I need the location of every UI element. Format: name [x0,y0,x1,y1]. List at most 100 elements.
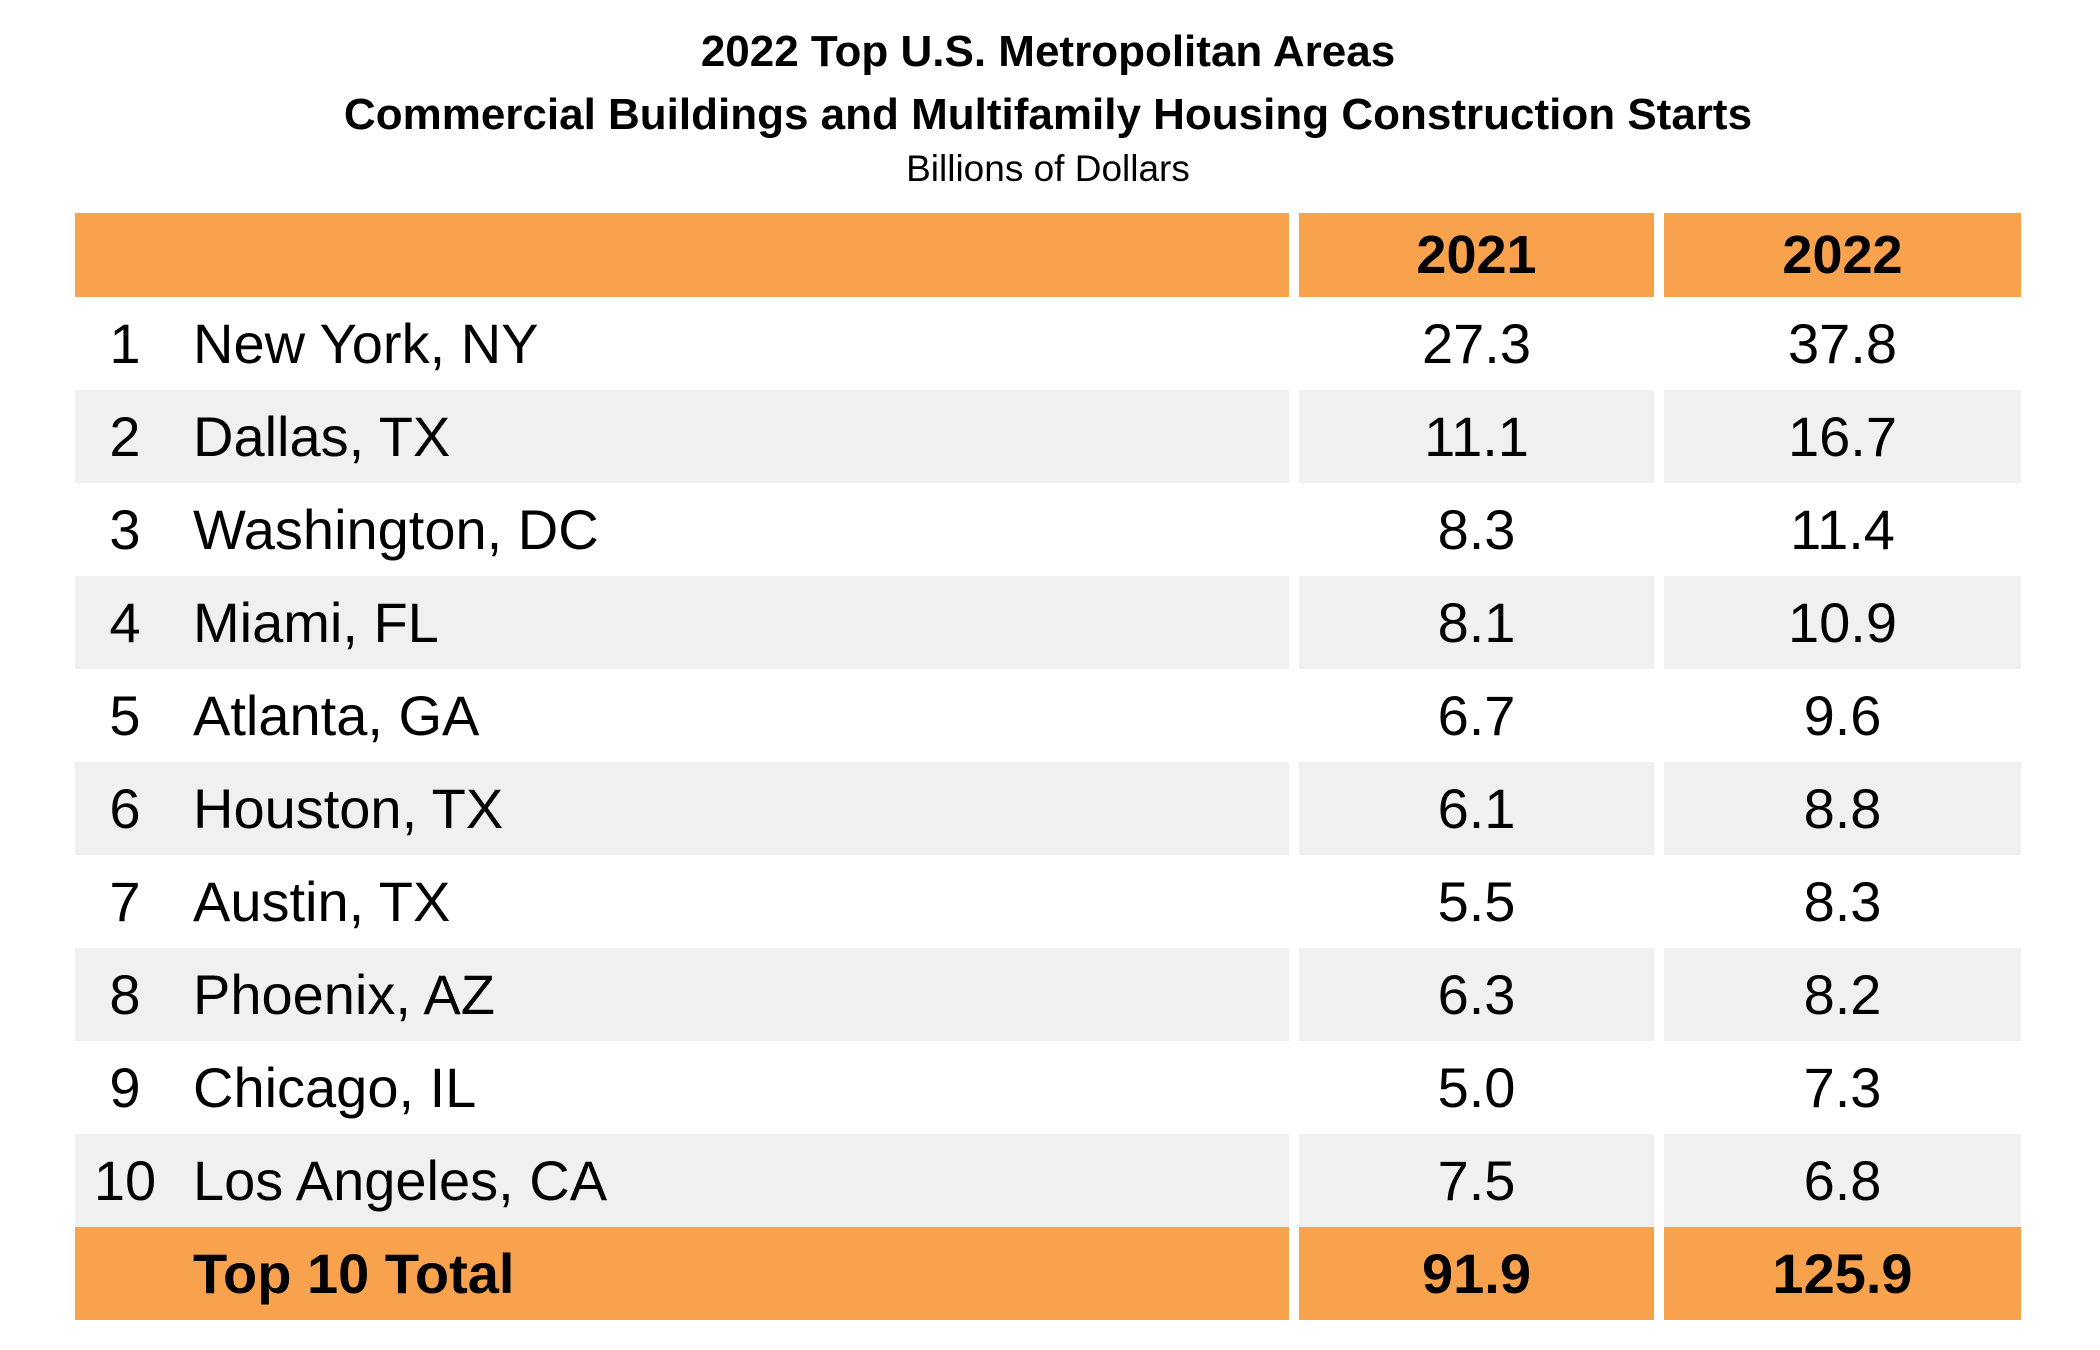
value-2021: 6.3 [1299,948,1654,1041]
value-2022: 8.2 [1664,948,2021,1041]
header-2022-cell: 2022 [1664,213,2021,297]
column-gap [1654,1041,1664,1134]
column-gap [1654,576,1664,669]
column-gap [1654,669,1664,762]
column-header-2021: 2021 [1416,225,1537,285]
column-gap [1654,483,1664,576]
column-gap [1289,855,1299,948]
value-2021: 5.0 [1299,1041,1654,1134]
header-metro-cell [75,213,1289,297]
metro-area-name: Miami, FL [193,591,439,654]
table-row: 7 Austin, TX 5.5 8.3 [75,855,2021,948]
column-gap [1289,948,1299,1041]
value-2022: 11.4 [1664,483,2021,576]
metro-area-name: Austin, TX [193,870,451,933]
table-row: 9 Chicago, IL 5.0 7.3 [75,1041,2021,1134]
column-gap [1289,483,1299,576]
value-2021: 7.5 [1299,1134,1654,1227]
value-2021: 6.1 [1299,762,1654,855]
table-row: 3 Washington, DC 8.3 11.4 [75,483,2021,576]
total-2022-value: 125.9 [1664,1227,2021,1320]
column-gap [1654,1227,1664,1320]
value-2022: 8.3 [1664,855,2021,948]
column-gap [1654,297,1664,390]
metro-cell: 2 Dallas, TX [75,390,1289,483]
table-row: 2 Dallas, TX 11.1 16.7 [75,390,2021,483]
header-2021-cell: 2021 [1299,213,1654,297]
metro-area-name: Houston, TX [193,777,504,840]
metro-area-name: Washington, DC [193,498,599,561]
rank-number: 8 [109,963,141,1026]
value-2021: 8.1 [1299,576,1654,669]
metro-cell: 8 Phoenix, AZ [75,948,1289,1041]
table-row: 1 New York, NY 27.3 37.8 [75,297,2021,390]
value-2021: 6.7 [1299,669,1654,762]
table-header-row: 2021 2022 [75,213,2021,297]
metro-cell: 4 Miami, FL [75,576,1289,669]
column-gap [1289,576,1299,669]
metro-area-name: New York, NY [193,312,539,375]
page-title: 2022 Top U.S. Metropolitan Areas [700,27,1396,76]
value-2022: 8.8 [1664,762,2021,855]
construction-starts-table: 2021 2022 1 New York, NY 27.3 37.8 2 Dallas, … [75,213,2021,1320]
rank-number: 5 [109,684,141,747]
column-gap [1654,213,1664,297]
value-2022: 16.7 [1664,390,2021,483]
column-gap [1289,390,1299,483]
metro-area-name: Phoenix, AZ [193,963,495,1026]
metro-cell: 10 Los Angeles, CA [75,1134,1289,1227]
column-header-2022: 2022 [1782,225,1903,285]
value-2022: 9.6 [1664,669,2021,762]
title-block: 2022 Top U.S. Metropolitan Areas Commerc… [0,20,2096,192]
column-gap [1289,669,1299,762]
column-gap [1289,762,1299,855]
value-2022: 37.8 [1664,297,2021,390]
page-subtitle: Commercial Buildings and Multifamily Hou… [343,90,1753,139]
column-gap [1289,1041,1299,1134]
value-2021: 5.5 [1299,855,1654,948]
column-gap [1654,390,1664,483]
value-2021: 11.1 [1299,390,1654,483]
column-gap [1289,297,1299,390]
rank-number: 4 [109,591,141,654]
metro-cell: 3 Washington, DC [75,483,1289,576]
table-body: 1 New York, NY 27.3 37.8 2 Dallas, TX 11.1 16.7… [75,297,2021,1227]
column-gap [1654,855,1664,948]
rank-number: 1 [109,312,141,375]
table-row: 10 Los Angeles, CA 7.5 6.8 [75,1134,2021,1227]
table-row: 5 Atlanta, GA 6.7 9.6 [75,669,2021,762]
column-gap [1289,213,1299,297]
rank-number: 2 [109,405,141,468]
value-2022: 7.3 [1664,1041,2021,1134]
metro-cell: 1 New York, NY [75,297,1289,390]
value-2022: 10.9 [1664,576,2021,669]
value-2022: 6.8 [1664,1134,2021,1227]
metro-area-name: Los Angeles, CA [193,1149,608,1212]
rank-number: 10 [93,1149,157,1212]
total-2021-value: 91.9 [1299,1227,1654,1320]
units-label: Billions of Dollars [906,148,1190,189]
column-gap [1654,762,1664,855]
column-gap [1654,1134,1664,1227]
table-row: 4 Miami, FL 8.1 10.9 [75,576,2021,669]
metro-area-name: Chicago, IL [193,1056,477,1119]
column-gap [1654,948,1664,1041]
total-label-cell: Top 10 Total [75,1227,1289,1320]
metro-cell: 9 Chicago, IL [75,1041,1289,1134]
metro-cell: 7 Austin, TX [75,855,1289,948]
metro-cell: 6 Houston, TX [75,762,1289,855]
metro-area-name: Dallas, TX [193,405,451,468]
table-row: 8 Phoenix, AZ 6.3 8.2 [75,948,2021,1041]
total-row: Top 10 Total 91.9 125.9 [75,1227,2021,1320]
value-2021: 27.3 [1299,297,1654,390]
column-gap [1289,1134,1299,1227]
value-2021: 8.3 [1299,483,1654,576]
total-label: Top 10 Total [193,1242,515,1305]
rank-number: 9 [109,1056,141,1119]
rank-number: 3 [109,498,141,561]
column-gap [1289,1227,1299,1320]
metro-cell: 5 Atlanta, GA [75,669,1289,762]
rank-number: 6 [109,777,141,840]
table-row: 6 Houston, TX 6.1 8.8 [75,762,2021,855]
